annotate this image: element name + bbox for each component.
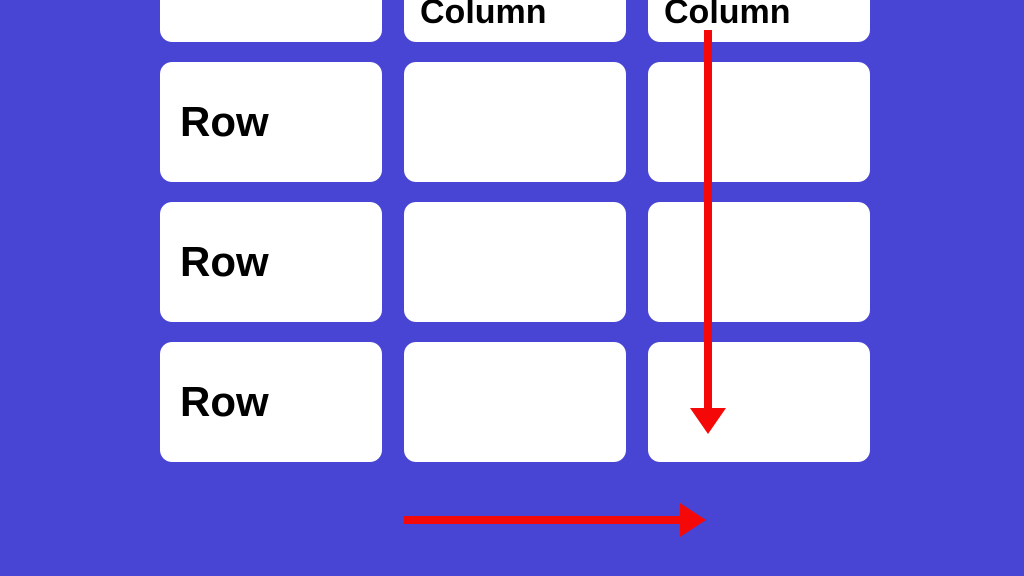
row-label: Row bbox=[180, 238, 269, 286]
body-cell bbox=[648, 202, 870, 322]
row-label-cell: Row bbox=[160, 62, 382, 182]
header-cell-empty bbox=[160, 0, 382, 42]
body-cell bbox=[404, 62, 626, 182]
body-cell bbox=[648, 342, 870, 462]
body-cell bbox=[404, 342, 626, 462]
row-direction-arrow-head bbox=[680, 503, 706, 537]
row-label: Row bbox=[180, 378, 269, 426]
diagram-canvas: Column Column Row Row Row bbox=[0, 0, 1024, 576]
header-cell: Column bbox=[648, 0, 870, 42]
row-label: Row bbox=[180, 98, 269, 146]
header-label: Column bbox=[664, 0, 791, 32]
body-cell bbox=[404, 202, 626, 322]
table-grid: Column Column Row Row Row bbox=[160, 0, 870, 462]
row-label-cell: Row bbox=[160, 342, 382, 462]
header-label: Column bbox=[420, 0, 547, 32]
header-cell: Column bbox=[404, 0, 626, 42]
row-label-cell: Row bbox=[160, 202, 382, 322]
body-cell bbox=[648, 62, 870, 182]
